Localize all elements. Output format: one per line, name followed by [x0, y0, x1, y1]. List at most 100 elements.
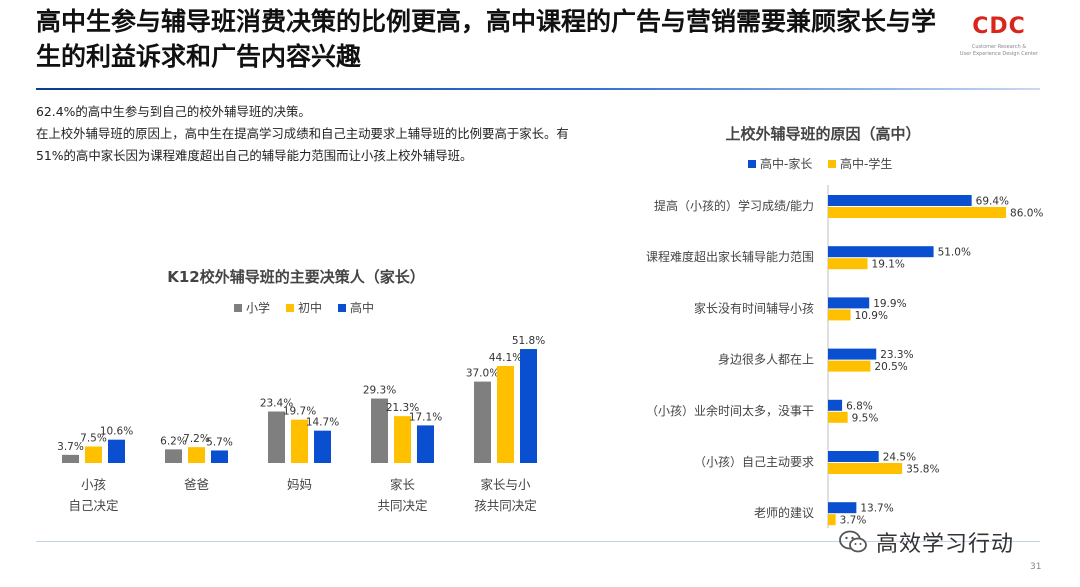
chart1-data-label: 21.3%	[386, 402, 419, 414]
chart2-bar	[828, 502, 857, 514]
chart1-legend-swatch	[234, 304, 242, 312]
logo-subtitle-2: User Experience Design Center	[959, 51, 1039, 57]
intro-line-2: 在上校外辅导班的原因上，高中生在提高学习成绩和自己主动要求上辅导班的比例要高于家…	[36, 126, 569, 163]
chart1-bar	[520, 349, 537, 463]
cdc-logo: CDC Customer Research & User Experience …	[958, 14, 1040, 66]
chart1-data-label: 17.1%	[409, 411, 442, 423]
chart1-data-label: 5.7%	[206, 436, 233, 448]
chart1-category-label: 妈妈	[287, 477, 312, 492]
chart2-category-label: 老师的建议	[754, 505, 814, 520]
watermark-text: 高效学习行动	[876, 532, 1015, 557]
chart1-legend-label: 初中	[298, 300, 322, 315]
chart1-data-label: 10.6%	[100, 426, 133, 438]
chart2-category-label: （小孩）自己主动要求	[694, 455, 814, 469]
chart2-data-label: 51.0%	[938, 247, 971, 259]
chart2-bar	[828, 360, 871, 372]
chart1-data-label: 7.2%	[183, 433, 210, 445]
chart2-bar	[828, 258, 868, 270]
chart1-bar	[394, 416, 411, 463]
page-title: 高中生参与辅导班消费决策的比例更高，高中课程的广告与营销需要兼顾家长与学生的利益…	[36, 7, 937, 71]
chart1-data-label: 23.4%	[260, 398, 293, 410]
logo-text: CDC	[972, 14, 1026, 39]
chart1-bar	[62, 454, 79, 463]
chart1-data-label: 14.7%	[306, 417, 339, 429]
chart1-bar	[474, 381, 491, 463]
chart1-data-label: 19.7%	[283, 406, 316, 418]
logo-subtitle-1: Customer Research &	[971, 44, 1027, 50]
chart2-bar	[828, 195, 972, 206]
chart2-data-label: 10.9%	[855, 310, 888, 322]
footer-divider	[36, 541, 1040, 542]
chart1-data-label: 3.7%	[57, 441, 84, 453]
chart1-data-label: 6.2%	[160, 435, 187, 447]
chart2-data-label: 9.5%	[852, 412, 879, 424]
chart2-data-label: 35.8%	[906, 464, 939, 476]
chart1-bar	[314, 430, 331, 463]
chart1-data-label: 44.1%	[489, 352, 522, 364]
chart2-data-label: 3.7%	[840, 515, 867, 527]
header-divider	[36, 88, 1040, 90]
chart1-category-label: 小孩	[81, 477, 106, 492]
wechat-icon	[838, 529, 868, 555]
chart1-bar	[291, 419, 308, 463]
chart1-bar	[188, 447, 205, 463]
chart2-data-label: 13.7%	[860, 503, 893, 515]
chart1-category-label: 家长与小	[480, 477, 531, 492]
chart2-data-label: 24.5%	[883, 452, 916, 464]
chart2-title: 上校外辅导班的原因（高中）	[725, 125, 920, 143]
chart2-bar	[828, 399, 843, 411]
chart1-bar	[497, 365, 514, 463]
chart1-category-label: 自己决定	[68, 498, 118, 513]
page-number: 31	[1030, 562, 1042, 572]
chart1-bar	[371, 398, 388, 463]
chart1-title: K12校外辅导班的主要决策人（家长）	[167, 268, 425, 286]
chart1-bar	[268, 411, 285, 463]
chart2-bar	[828, 348, 877, 360]
chart1-legend-label: 高中	[350, 300, 374, 315]
chart2-data-label: 19.9%	[873, 298, 906, 310]
chart1-bar	[85, 446, 102, 463]
chart2-bar	[828, 246, 934, 258]
chart1-data-label: 7.5%	[80, 433, 107, 445]
chart2-bar	[828, 514, 836, 526]
chart1-bar	[165, 449, 182, 463]
chart1-data-label: 51.8%	[512, 335, 545, 347]
chart2-category-label: 家长没有时间辅导小孩	[694, 300, 814, 315]
chart2-legend-label: 高中-学生	[840, 156, 892, 171]
chart2-data-label: 20.5%	[874, 361, 907, 373]
chart1-bar	[211, 450, 228, 463]
chart2-legend-swatch	[748, 160, 756, 168]
chart2-bar	[828, 207, 1007, 218]
chart1-category-label: 共同决定	[377, 498, 427, 513]
chart2-category-label: 身边很多人都在上	[718, 352, 814, 367]
chart2-legend-label: 高中-家长	[760, 156, 812, 171]
watermark: 高效学习行动	[838, 524, 1058, 560]
chart1-data-label: 29.3%	[363, 385, 396, 397]
chart2-legend-swatch	[828, 160, 836, 168]
intro-line-1: 62.4%的高中生参与到自己的校外辅导班的决策。	[36, 104, 311, 119]
chart1-legend-label: 小学	[246, 300, 270, 315]
chart1-category-label: 爸爸	[184, 477, 209, 492]
chart2-bar	[828, 463, 903, 474]
chart1-category-label: 孩共同决定	[474, 498, 537, 513]
chart2-category-label: 提高（小孩的）学习成绩/能力	[654, 198, 814, 213]
chart1-legend-swatch	[286, 304, 294, 312]
chart2-data-label: 23.3%	[880, 349, 913, 361]
chart2-category-label: （小孩）业余时间太多，没事干	[646, 403, 814, 418]
chart2-data-label: 19.1%	[872, 259, 905, 271]
chart2-data-label: 69.4%	[976, 196, 1009, 208]
chart2-data-label: 6.8%	[846, 400, 873, 412]
chart2-bar	[828, 451, 879, 462]
chart2-bar	[828, 411, 848, 423]
chart1-legend-swatch	[338, 304, 346, 312]
intro-text: 62.4%的高中生参与到自己的校外辅导班的决策。 在上校外辅导班的原因上，高中生…	[36, 101, 596, 167]
chart2-data-label: 86.0%	[1010, 208, 1043, 220]
chart2-bar	[828, 297, 870, 309]
chart1-category-label: 家长	[390, 477, 416, 492]
chart1-bar	[417, 425, 434, 463]
chart1-bar	[108, 439, 125, 463]
chart2-category-label: 课程难度超出家长辅导能力范围	[646, 249, 814, 264]
chart2-bar	[828, 309, 851, 321]
chart1-data-label: 37.0%	[466, 368, 499, 380]
